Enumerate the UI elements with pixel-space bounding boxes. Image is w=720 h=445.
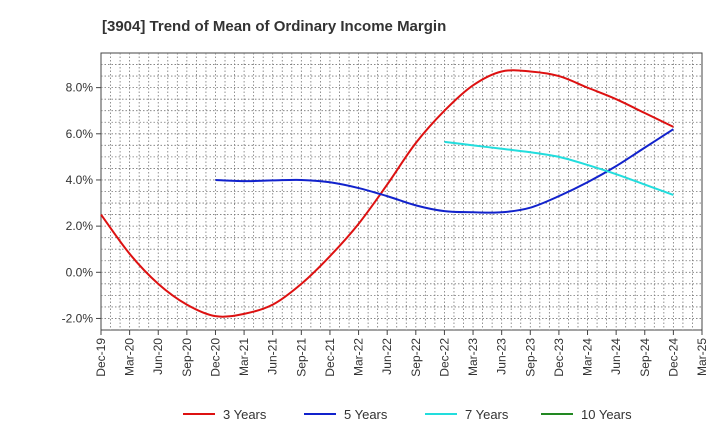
chart-title: [3904] Trend of Mean of Ordinary Income … xyxy=(102,18,446,35)
y-tick-label: 4.0% xyxy=(66,173,94,187)
series-line-7-years xyxy=(444,140,674,196)
plot-area xyxy=(100,52,703,331)
y-tick-label: 2.0% xyxy=(66,219,94,233)
x-tick-label: Mar-22 xyxy=(352,338,366,376)
x-tick-label: Sep-23 xyxy=(523,338,537,377)
grid-lines xyxy=(101,53,702,330)
x-tick-label: Sep-21 xyxy=(294,338,308,377)
y-axis: -2.0% 0.0% 2.0% 4.0% 6.0% 8.0% xyxy=(62,81,101,325)
x-tick-label: Dec-24 xyxy=(666,338,680,377)
series-lines xyxy=(100,69,674,318)
x-tick-label: Mar-25 xyxy=(695,338,709,376)
x-tick-label: Dec-21 xyxy=(323,338,337,377)
x-tick-label: Jun-23 xyxy=(495,338,509,375)
x-tick-label: Dec-19 xyxy=(94,338,108,377)
y-tick-label: 6.0% xyxy=(66,127,94,141)
x-tick-label: Mar-21 xyxy=(237,338,251,376)
y-tick-label: -2.0% xyxy=(62,311,94,325)
legend-label-5-years: 5 Years xyxy=(344,407,388,422)
y-tick-label: 0.0% xyxy=(66,265,94,279)
legend: 3 Years 5 Years 7 Years 10 Years xyxy=(183,407,632,422)
x-tick-label: Jun-21 xyxy=(266,338,280,375)
plot-frame xyxy=(100,52,703,331)
legend-label-7-years: 7 Years xyxy=(465,407,509,422)
legend-label-10-years: 10 Years xyxy=(581,407,632,422)
x-tick-label: Mar-23 xyxy=(466,338,480,376)
x-tick-label: Jun-20 xyxy=(151,338,165,375)
x-tick-label: Sep-24 xyxy=(638,338,652,377)
x-tick-label: Sep-20 xyxy=(180,338,194,377)
series-line-3-years xyxy=(100,69,674,318)
x-tick-label: Sep-22 xyxy=(409,338,423,377)
x-axis: Dec-19 Mar-20 Jun-20 Sep-20 Dec-20 Mar-21 Jun-… xyxy=(94,330,709,377)
x-tick-label: Dec-22 xyxy=(437,338,451,377)
y-tick-label: 8.0% xyxy=(66,81,94,95)
x-tick-label: Jun-22 xyxy=(380,338,394,375)
x-tick-label: Dec-23 xyxy=(552,338,566,377)
x-tick-label: Dec-20 xyxy=(208,338,222,377)
x-tick-label: Mar-24 xyxy=(581,338,595,376)
legend-label-3-years: 3 Years xyxy=(223,407,267,422)
x-tick-label: Mar-20 xyxy=(123,338,137,376)
x-tick-label: Jun-24 xyxy=(609,338,623,375)
series-line-5-years xyxy=(215,128,674,214)
